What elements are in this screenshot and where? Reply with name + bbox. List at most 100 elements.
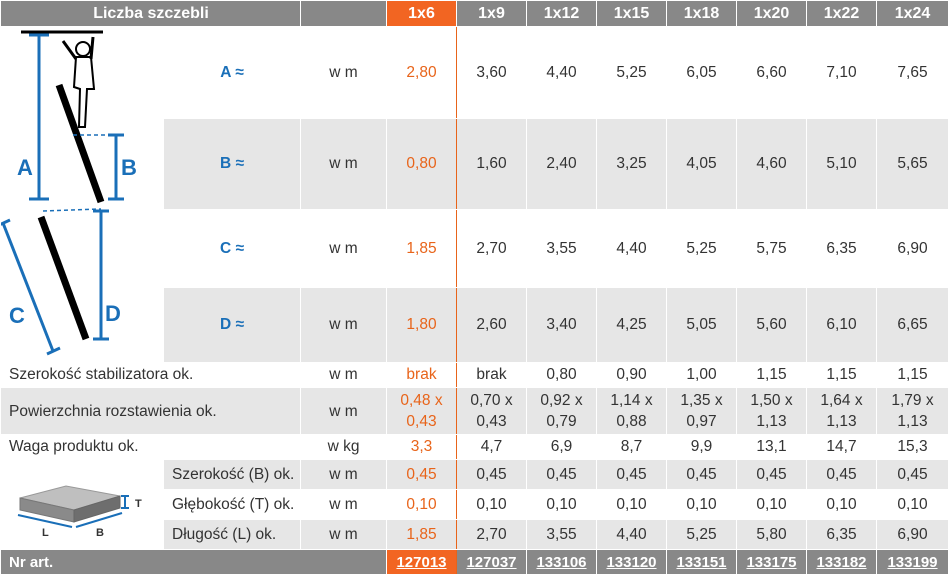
dimension-c-label: C — [9, 303, 25, 328]
value-cell: 5,05 — [667, 288, 737, 363]
value-cell: 0,45 — [457, 460, 527, 490]
value-cell: 5,75 — [737, 210, 807, 288]
header-col: 1x6 — [387, 1, 457, 27]
header-unit-cell — [301, 1, 387, 27]
table-row: T L B Szerokość (B) ok. w m 0,45 0,45 0,… — [1, 460, 948, 490]
value-cell: 4,40 — [527, 27, 597, 119]
ladder-segment-icon — [41, 217, 86, 339]
value-cell: 1,15 — [877, 363, 948, 388]
value-cell: 0,10 — [387, 490, 457, 520]
value-cell: 0,45 — [597, 460, 667, 490]
header-title-cell: Liczba szczebli — [1, 1, 301, 27]
ladder-diagram: A B — [1, 27, 163, 357]
value-cell: 5,60 — [737, 288, 807, 363]
value-cell: 4,60 — [737, 119, 807, 210]
value-cell: 0,45 — [877, 460, 948, 490]
value-cell: 6,35 — [807, 210, 877, 288]
unit-cell: w m — [301, 27, 387, 119]
row-label: Powierzchnia rozstawienia ok. — [1, 388, 301, 435]
unit-cell: w m — [301, 460, 387, 490]
value-cell: 0,10 — [667, 490, 737, 520]
value-cell: 1,00 — [667, 363, 737, 388]
value-cell: 5,25 — [597, 27, 667, 119]
box-b-label: B — [96, 527, 104, 539]
value-cell: 1,15 — [737, 363, 807, 388]
header-col: 1x18 — [667, 1, 737, 27]
unit-cell: w m — [301, 119, 387, 210]
value-cell: 0,10 — [877, 490, 948, 520]
value-cell: 13,1 — [737, 435, 807, 460]
value-cell: 1,85 — [387, 520, 457, 550]
value-cell: 0,80 — [387, 119, 457, 210]
dimension-b-label: B — [121, 155, 137, 180]
value-cell: 6,65 — [877, 288, 948, 363]
value-cell: 3,55 — [527, 210, 597, 288]
value-cell: 4,05 — [667, 119, 737, 210]
value-cell: 4,25 — [597, 288, 667, 363]
header-col: 1x15 — [597, 1, 667, 27]
value-cell: 6,9 — [527, 435, 597, 460]
value-cell: 2,40 — [527, 119, 597, 210]
value-cell: 0,45 — [527, 460, 597, 490]
value-cell: 0,45 — [807, 460, 877, 490]
value-cell: 0,10 — [737, 490, 807, 520]
value-cell: 2,60 — [457, 288, 527, 363]
value-cell: 0,10 — [457, 490, 527, 520]
value-cell: 0,10 — [527, 490, 597, 520]
value-cell: 6,90 — [877, 520, 948, 550]
value-cell: 9,9 — [667, 435, 737, 460]
value-cell: 1,85 — [387, 210, 457, 288]
ladder-diagram-cell: A B — [1, 27, 164, 363]
value-cell: 6,05 — [667, 27, 737, 119]
value-cell: 3,3 — [387, 435, 457, 460]
table-row: Waga produktu ok. w kg 3,3 4,7 6,9 8,7 9… — [1, 435, 948, 460]
value-cell: 0,10 — [597, 490, 667, 520]
header-col: 1x9 — [457, 1, 527, 27]
unit-cell: w m — [301, 520, 387, 550]
value-cell: 0,80 — [527, 363, 597, 388]
value-cell: 4,40 — [597, 520, 667, 550]
value-cell: 0,45 — [737, 460, 807, 490]
value-cell: brak — [457, 363, 527, 388]
value-cell: 3,25 — [597, 119, 667, 210]
value-cell: 6,35 — [807, 520, 877, 550]
value-cell: 6,60 — [737, 27, 807, 119]
unit-cell: w m — [301, 363, 387, 388]
unit-cell: w kg — [301, 435, 387, 460]
value-cell: 4,7 — [457, 435, 527, 460]
value-cell: 1,60 — [457, 119, 527, 210]
value-cell: 1,15 — [807, 363, 877, 388]
row-label: Waga produktu ok. — [1, 435, 301, 460]
value-cell: 2,70 — [457, 520, 527, 550]
header-row: Liczba szczebli 1x6 1x9 1x12 1x15 1x18 1… — [1, 1, 948, 27]
row-label: Długość (L) ok. — [164, 520, 301, 550]
unit-cell: w m — [301, 288, 387, 363]
value-cell: 0,10 — [807, 490, 877, 520]
value-cell: 7,65 — [877, 27, 948, 119]
value-cell: 7,10 — [807, 27, 877, 119]
value-cell: 0,90 — [597, 363, 667, 388]
value-cell: 5,25 — [667, 520, 737, 550]
value-cell: 6,90 — [877, 210, 948, 288]
value-cell: 2,70 — [457, 210, 527, 288]
package-diagram-cell: T L B — [1, 460, 164, 550]
value-cell: brak — [387, 363, 457, 388]
table-row: Szerokość stabilizatora ok. w m brak bra… — [1, 363, 948, 388]
value-cell: 5,80 — [737, 520, 807, 550]
table-row: A B — [1, 27, 948, 119]
box-t-label: T — [135, 498, 142, 510]
value-cell: 4,40 — [597, 210, 667, 288]
value-cell: 15,3 — [877, 435, 948, 460]
value-cell: 3,40 — [527, 288, 597, 363]
header-col: 1x12 — [527, 1, 597, 27]
header-col: 1x22 — [807, 1, 877, 27]
value-cell: 0,45 — [667, 460, 737, 490]
unit-cell: w m — [301, 388, 387, 435]
